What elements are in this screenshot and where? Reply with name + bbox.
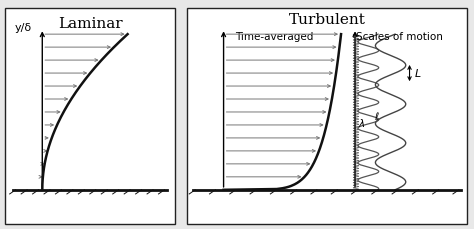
Text: Laminar: Laminar [58,17,122,31]
FancyBboxPatch shape [187,9,467,224]
FancyBboxPatch shape [5,9,175,224]
Text: λ: λ [358,118,365,128]
Text: Time-averaged: Time-averaged [235,32,313,42]
Text: y/δ: y/δ [15,23,32,33]
Text: Scales of motion: Scales of motion [356,32,443,42]
Text: L: L [414,69,420,79]
Text: ℓ: ℓ [374,112,378,122]
Text: Turbulent: Turbulent [289,13,365,27]
